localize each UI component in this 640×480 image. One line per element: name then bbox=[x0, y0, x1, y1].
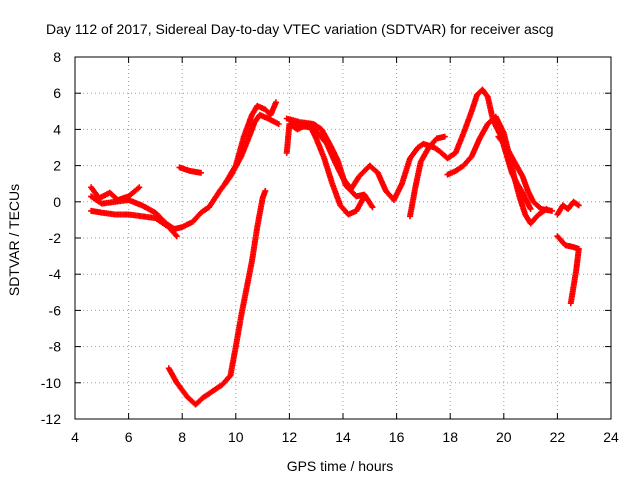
data-markers bbox=[88, 86, 582, 408]
x-tick-label: 12 bbox=[282, 429, 298, 445]
y-tick-label: 6 bbox=[53, 85, 61, 101]
y-axis-label: SDTVAR / TECUs bbox=[6, 184, 22, 296]
plus-markers bbox=[554, 198, 582, 218]
x-tick-label: 6 bbox=[125, 429, 133, 445]
series-arc-12 bbox=[495, 133, 555, 214]
x-tick-label: 8 bbox=[178, 429, 186, 445]
plot-frame bbox=[74, 56, 612, 420]
grid-lines bbox=[75, 57, 611, 419]
x-axis-label: GPS time / hours bbox=[287, 458, 394, 474]
plus-markers bbox=[88, 184, 143, 203]
series-arc-13 bbox=[554, 198, 582, 218]
y-tick-label: -10 bbox=[41, 375, 61, 391]
y-tick-label: 8 bbox=[53, 49, 61, 65]
plus-markers bbox=[554, 233, 582, 307]
series-arc-3 bbox=[88, 184, 143, 203]
x-tick-label: 18 bbox=[442, 429, 458, 445]
series-arc-14 bbox=[554, 233, 582, 307]
x-tick-label: 4 bbox=[71, 429, 79, 445]
plus-markers bbox=[88, 207, 180, 240]
y-tick-label: 0 bbox=[53, 194, 61, 210]
series-arc-2 bbox=[88, 207, 180, 240]
y-tick-label: -6 bbox=[49, 302, 62, 318]
plus-markers bbox=[222, 99, 279, 187]
plus-markers bbox=[165, 187, 269, 408]
y-tick-label: -4 bbox=[49, 266, 62, 282]
y-tick-label: 2 bbox=[53, 158, 61, 174]
x-tick-label: 14 bbox=[335, 429, 351, 445]
plus-markers bbox=[495, 133, 555, 214]
plus-markers bbox=[286, 117, 368, 218]
chart-title: Day 112 of 2017, Sidereal Day-to-day VTE… bbox=[46, 21, 554, 37]
series-arc-10 bbox=[407, 133, 448, 220]
series-arc-6 bbox=[165, 187, 269, 408]
plus-markers bbox=[407, 133, 448, 220]
series-arc-5 bbox=[222, 99, 279, 187]
y-tick-label: -8 bbox=[49, 339, 62, 355]
series-arc-8 bbox=[286, 117, 368, 218]
y-tick-label: 4 bbox=[53, 121, 61, 137]
series-arc-4 bbox=[176, 164, 204, 176]
plus-markers bbox=[283, 115, 376, 211]
x-tick-label: 10 bbox=[228, 429, 244, 445]
x-tick-label: 22 bbox=[550, 429, 566, 445]
plus-markers bbox=[176, 164, 204, 176]
y-tick-label: -2 bbox=[49, 230, 62, 246]
y-tick-label: -12 bbox=[41, 411, 61, 427]
x-tick-label: 24 bbox=[603, 429, 619, 445]
x-tick-label: 16 bbox=[389, 429, 405, 445]
series-arc-9 bbox=[283, 115, 376, 211]
x-tick-label: 20 bbox=[496, 429, 512, 445]
axis-ticks bbox=[74, 56, 612, 420]
